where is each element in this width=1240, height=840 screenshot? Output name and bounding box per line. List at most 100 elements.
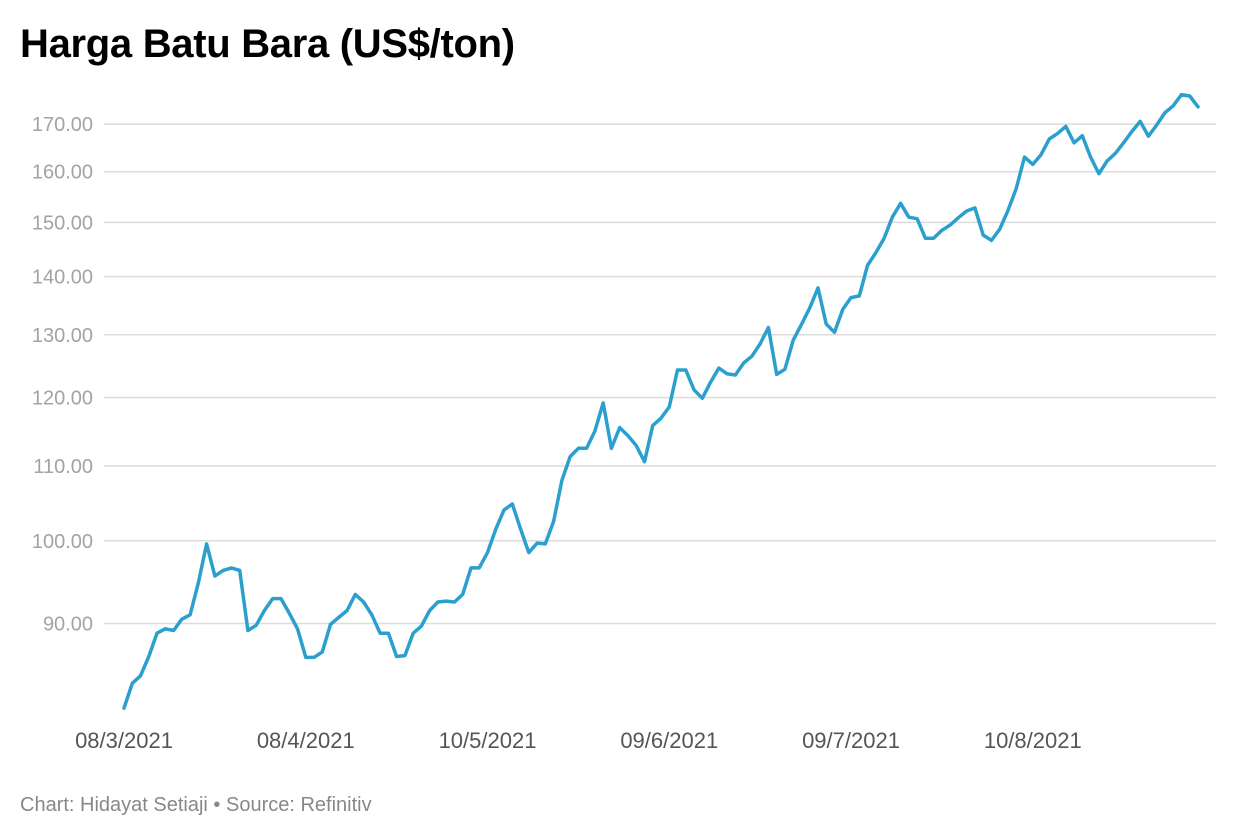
data-point bbox=[878, 232, 890, 244]
series-layer bbox=[118, 90, 1200, 714]
y-tick-label: 170.00 bbox=[32, 114, 93, 136]
data-point bbox=[1035, 149, 1047, 161]
data-point bbox=[556, 474, 568, 486]
data-point bbox=[812, 282, 824, 294]
data-point bbox=[1142, 130, 1154, 142]
data-point bbox=[655, 412, 667, 424]
data-point bbox=[746, 350, 758, 362]
data-point bbox=[1118, 137, 1130, 149]
data-point bbox=[415, 620, 427, 632]
data-point bbox=[886, 211, 898, 223]
data-point bbox=[870, 247, 882, 259]
data-point bbox=[1076, 130, 1088, 142]
data-point bbox=[473, 562, 485, 574]
data-point bbox=[250, 619, 262, 631]
data-point bbox=[837, 303, 849, 315]
data-point bbox=[192, 577, 204, 589]
data-point bbox=[1184, 90, 1196, 102]
data-point bbox=[1060, 120, 1072, 132]
y-tick-label: 150.00 bbox=[32, 212, 93, 234]
data-point bbox=[382, 627, 394, 639]
data-point bbox=[622, 430, 634, 442]
chart-title: Harga Batu Bara (US$/ton) bbox=[20, 22, 515, 66]
data-point bbox=[986, 234, 998, 246]
x-tick-label: 08/4/2021 bbox=[257, 728, 355, 753]
x-tick-label: 09/6/2021 bbox=[620, 728, 718, 753]
data-point bbox=[639, 456, 651, 468]
data-point bbox=[358, 596, 370, 608]
x-tick-label: 09/7/2021 bbox=[802, 728, 900, 753]
data-point bbox=[539, 538, 551, 550]
data-point bbox=[1126, 126, 1138, 138]
data-point bbox=[605, 442, 617, 454]
x-tick-label: 10/5/2021 bbox=[439, 728, 537, 753]
data-point bbox=[1093, 168, 1105, 180]
data-point bbox=[589, 425, 601, 437]
data-point bbox=[316, 646, 328, 658]
data-point bbox=[729, 369, 741, 381]
data-point bbox=[787, 334, 799, 346]
data-point bbox=[490, 523, 502, 535]
data-point bbox=[1134, 115, 1146, 127]
data-point bbox=[663, 401, 675, 413]
data-point bbox=[1167, 100, 1179, 112]
data-point bbox=[143, 651, 155, 663]
data-point bbox=[779, 363, 791, 375]
grid-layer bbox=[104, 123, 1216, 625]
data-point bbox=[969, 202, 981, 214]
data-point bbox=[366, 609, 378, 621]
data-point bbox=[548, 515, 560, 527]
coal-price-line bbox=[122, 92, 1200, 710]
data-point bbox=[1109, 147, 1121, 159]
data-point bbox=[994, 223, 1006, 235]
data-point bbox=[184, 609, 196, 621]
data-point bbox=[292, 623, 304, 635]
data-point bbox=[515, 523, 527, 535]
data-point bbox=[581, 442, 593, 454]
data-point bbox=[804, 302, 816, 314]
x-tick-label: 10/8/2021 bbox=[984, 728, 1082, 753]
data-point bbox=[118, 702, 130, 714]
data-point bbox=[258, 605, 270, 617]
data-point bbox=[506, 498, 518, 510]
data-point bbox=[523, 547, 535, 559]
y-tick-label: 140.00 bbox=[32, 267, 93, 289]
data-point bbox=[862, 259, 874, 271]
data-point bbox=[762, 322, 774, 334]
x-tick-label: 08/3/2021 bbox=[75, 728, 173, 753]
y-tick-label: 130.00 bbox=[32, 325, 93, 347]
x-axis-ticks: 08/3/2021 08/4/2021 10/5/2021 09/6/2021 09/7… bbox=[75, 728, 1082, 753]
data-point bbox=[1027, 158, 1039, 170]
y-tick-label: 160.00 bbox=[32, 162, 93, 184]
data-point bbox=[1151, 119, 1163, 131]
data-point bbox=[680, 364, 692, 376]
data-point bbox=[399, 650, 411, 662]
data-point bbox=[829, 326, 841, 338]
data-point bbox=[341, 605, 353, 617]
data-point bbox=[168, 625, 180, 637]
data-point bbox=[705, 376, 717, 388]
y-axis-ticks: 90.00 100.00 110.00 120.00 130.00 140.00 150.0… bbox=[32, 114, 93, 635]
y-tick-label: 90.00 bbox=[43, 614, 93, 636]
data-point bbox=[895, 197, 907, 209]
data-point bbox=[597, 397, 609, 409]
data-point bbox=[234, 564, 246, 576]
data-point bbox=[1010, 183, 1022, 195]
data-point bbox=[275, 593, 287, 605]
data-point bbox=[283, 607, 295, 619]
data-point bbox=[911, 213, 923, 225]
data-point bbox=[482, 547, 494, 559]
data-point bbox=[1002, 204, 1014, 216]
data-point bbox=[135, 670, 147, 682]
data-point bbox=[1085, 151, 1097, 163]
y-tick-label: 100.00 bbox=[32, 531, 93, 553]
data-point bbox=[457, 588, 469, 600]
data-point bbox=[754, 338, 766, 350]
data-point bbox=[630, 440, 642, 452]
data-point bbox=[696, 392, 708, 404]
y-tick-label: 110.00 bbox=[33, 456, 93, 478]
y-tick-label: 120.00 bbox=[32, 388, 93, 410]
data-point bbox=[795, 319, 807, 331]
chart-credit-footer: Chart: Hidayat Setiaji • Source: Refinit… bbox=[20, 794, 372, 816]
